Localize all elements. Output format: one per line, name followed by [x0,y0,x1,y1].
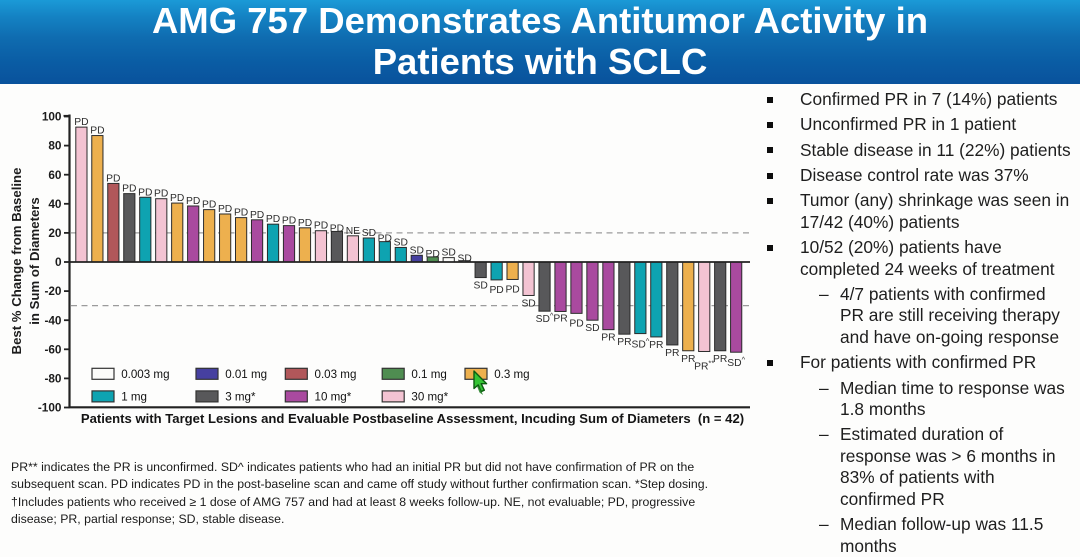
svg-text:0.1 mg: 0.1 mg [411,368,446,381]
svg-text:0: 0 [55,255,62,269]
svg-text:PR: PR [601,333,615,344]
svg-text:-100: -100 [38,401,62,415]
svg-text:3 mg*: 3 mg* [225,391,256,404]
svg-text:SD: SD [442,248,456,259]
svg-text:PR: PR [713,354,727,365]
svg-text:80: 80 [48,139,62,153]
svg-text:SD: SD [458,254,472,265]
svg-text:PR: PR [553,314,567,325]
svg-text:PD: PD [426,249,440,260]
svg-text:PD: PD [170,193,184,204]
svg-text:SD^: SD^ [536,311,554,325]
svg-text:PD: PD [106,173,120,184]
svg-text:PR: PR [665,348,679,359]
svg-text:PD: PD [202,200,216,211]
svg-text:0.003 mg: 0.003 mg [121,368,169,381]
svg-text:SD: SD [362,228,376,239]
svg-text:30 mg*: 30 mg* [411,391,448,404]
svg-text:SD: SD [585,323,599,334]
svg-text:1 mg: 1 mg [121,391,147,404]
svg-text:PD: PD [282,216,296,227]
svg-text:-20: -20 [44,284,61,298]
svg-text:PD: PD [330,223,344,234]
svg-text:PD: PD [266,214,280,225]
svg-text:-80: -80 [44,372,61,386]
svg-text:60: 60 [48,168,62,182]
svg-text:PR: PR [617,337,631,348]
svg-text:-60: -60 [44,342,61,356]
svg-text:PD: PD [154,189,168,200]
svg-text:PD: PD [234,208,248,219]
svg-text:0.01 mg: 0.01 mg [225,368,267,381]
svg-text:PD: PD [74,117,88,128]
svg-text:PD: PD [186,196,200,207]
svg-text:SD^: SD^ [631,337,649,351]
svg-text:Best % Change from Baseline: Best % Change from Baseline [9,168,24,355]
svg-text:20: 20 [48,226,62,240]
svg-text:100: 100 [42,110,62,124]
svg-text:PD: PD [122,184,136,195]
svg-text:SD: SD [394,237,408,248]
svg-text:in Sum of Diameters: in Sum of Diameters [27,197,42,325]
svg-text:PD: PD [250,210,264,221]
svg-text:NE: NE [346,226,360,237]
svg-text:PR: PR [681,354,695,365]
svg-text:PD: PD [218,204,232,215]
svg-text:PD: PD [378,234,392,245]
svg-text:PD: PD [298,218,312,229]
svg-text:SD: SD [521,299,535,310]
svg-text:PD: PD [505,285,519,296]
svg-text:10 mg*: 10 mg* [315,391,352,404]
svg-text:PD: PD [489,285,503,296]
svg-text:PR**: PR** [694,359,714,373]
svg-text:SD: SD [474,281,488,292]
svg-text:PD: PD [138,187,152,198]
svg-text:SD: SD [410,245,424,256]
svg-text:PD: PD [314,221,328,232]
svg-text:PD: PD [90,126,104,137]
svg-text:PR: PR [649,340,663,351]
svg-text:0.3 mg: 0.3 mg [494,368,529,381]
svg-text:0.03 mg: 0.03 mg [315,368,357,381]
svg-text:40: 40 [48,197,62,211]
svg-text:SD^: SD^ [727,355,745,369]
svg-text:PD: PD [569,318,583,329]
svg-text:-40: -40 [44,313,61,327]
